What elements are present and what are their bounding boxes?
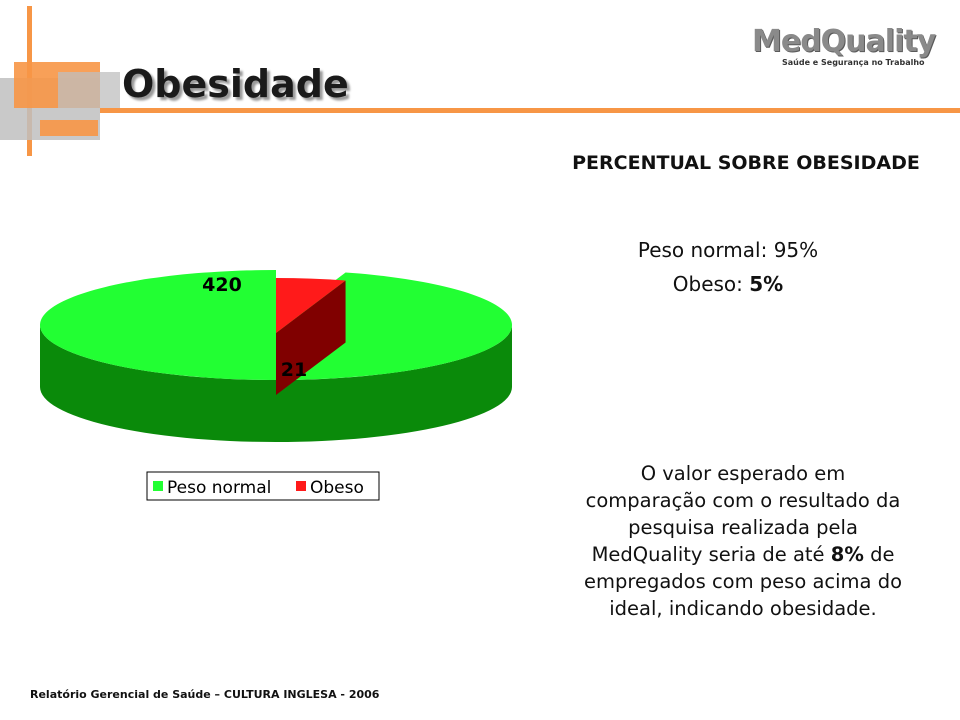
stat-obese: Obeso: 5% <box>560 272 896 296</box>
note-text-1: O valor esperado em comparação com o res… <box>585 462 901 566</box>
legend-swatch-normal <box>153 481 163 491</box>
stat-normal-label: Peso normal: <box>637 238 768 262</box>
slice-peso-normal <box>39 270 512 380</box>
medquality-logo: MedQuality Saúde e Segurança no Trabalho <box>752 26 944 74</box>
slice-side-obeso <box>276 280 346 395</box>
legend-label-normal: Peso normal <box>167 478 271 498</box>
logo-wordmark: MedQuality <box>752 24 936 59</box>
horizontal-orange-line <box>100 108 960 113</box>
explanatory-note: O valor esperado em comparação com o res… <box>578 460 908 622</box>
legend-label-obese: Obeso <box>310 478 364 498</box>
stat-obese-value: 5% <box>749 272 784 296</box>
orange-block-small <box>40 120 98 136</box>
legend-swatch-obese <box>296 481 306 491</box>
logo-tagline: Saúde e Segurança no Trabalho <box>782 58 925 67</box>
stat-normal-value: 95% <box>773 238 819 262</box>
pie-group: 420 21 <box>39 270 512 442</box>
page-title: Obesidade <box>122 62 349 106</box>
data-label-peso-normal: 420 <box>202 274 242 296</box>
pie-chart: 420 21 Peso normal Obeso <box>39 270 512 501</box>
stat-obese-label: Obeso: <box>672 272 743 296</box>
note-highlight: 8% <box>830 543 864 566</box>
stat-normal-weight: Peso normal: 95% <box>560 238 896 262</box>
grey-block-top <box>58 72 120 108</box>
slice-obeso <box>276 278 346 333</box>
data-label-obeso: 21 <box>281 359 307 381</box>
section-heading: PERCENTUAL SOBRE OBESIDADE <box>572 152 920 174</box>
legend-box <box>146 471 380 501</box>
footer-text: Relatório Gerencial de Saúde – CULTURA I… <box>30 688 380 701</box>
note-text-2: de empregados com peso acima do ideal, i… <box>584 543 902 620</box>
chart-legend: Peso normal Obeso <box>146 471 380 501</box>
